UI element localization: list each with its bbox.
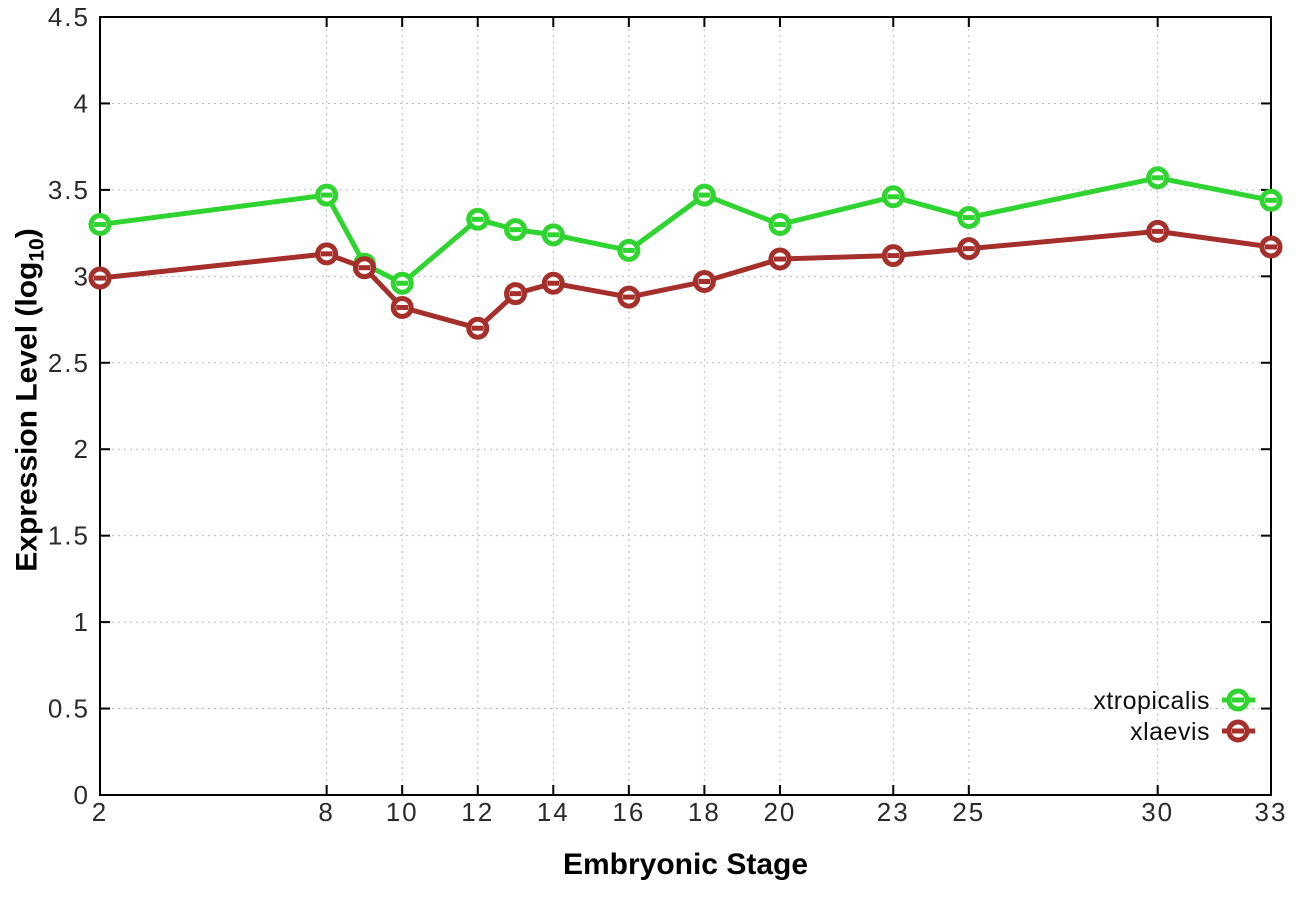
- x-tick-label-16: 16: [612, 797, 645, 827]
- x-tick-label-25: 25: [952, 797, 985, 827]
- y-axis-title-subscript: 10: [25, 238, 49, 262]
- data-point-xtropicalis-stage-18: [692, 183, 716, 207]
- data-point-xtropicalis-stage-30: [1146, 166, 1170, 190]
- data-point-xlaevis-stage-14: [541, 271, 565, 295]
- data-point-xlaevis-stage-2: [88, 266, 112, 290]
- x-tick-label-20: 20: [763, 797, 796, 827]
- y-tick-label-1.5: 1.5: [48, 521, 90, 551]
- y-tick-labels: 0 0.5 1 1.5 2 2.5 3 3.5 4 4.5: [48, 2, 90, 810]
- data-point-xlaevis-stage-25: [957, 237, 981, 261]
- x-tick-label-33: 33: [1255, 797, 1288, 827]
- data-point-xlaevis-stage-20: [768, 247, 792, 271]
- data-point-xtropicalis-stage-12: [466, 207, 490, 231]
- gridlines: [100, 17, 1271, 795]
- data-point-xtropicalis-stage-25: [957, 206, 981, 230]
- series-xlaevis: [88, 219, 1283, 340]
- data-point-xlaevis-stage-13: [504, 282, 528, 306]
- y-tick-label-2.5: 2.5: [48, 348, 90, 378]
- data-point-xlaevis-stage-8: [315, 242, 339, 266]
- legend: xtropicalis xlaevis: [1093, 687, 1255, 746]
- x-axis-title: Embryonic Stage: [562, 848, 809, 881]
- x-tick-label-8: 8: [318, 797, 334, 827]
- tick-marks: [99, 16, 1272, 796]
- data-point-xtropicalis-stage-16: [617, 238, 641, 262]
- data-point-xlaevis-stage-10: [390, 295, 414, 319]
- x-tick-label-2: 2: [92, 797, 108, 827]
- x-tick-label-30: 30: [1141, 797, 1174, 827]
- x-tick-label-18: 18: [688, 797, 721, 827]
- data-point-xtropicalis-stage-10: [390, 271, 414, 295]
- y-tick-label-0.5: 0.5: [48, 694, 90, 724]
- y-tick-label-3.5: 3.5: [48, 175, 90, 205]
- x-tick-label-14: 14: [537, 797, 570, 827]
- legend-sample-marker-xlaevis: [1226, 719, 1250, 743]
- series-line-xlaevis: [97, 228, 1274, 331]
- y-axis-title: Expression Level (log10): [11, 228, 50, 571]
- y-tick-label-2: 2: [74, 434, 90, 464]
- data-point-xlaevis-stage-9: [352, 256, 376, 280]
- data-point-xtropicalis-stage-8: [315, 183, 339, 207]
- legend-row-xlaevis: xlaevis: [1130, 718, 1255, 746]
- legend-label-xtropicalis: xtropicalis: [1093, 687, 1210, 715]
- plot-border: [99, 16, 1272, 796]
- data-point-xlaevis-stage-33: [1259, 235, 1283, 259]
- data-point-xlaevis-stage-18: [692, 270, 716, 294]
- y-axis-title-text: Expression Level (log: [10, 261, 44, 572]
- data-point-xtropicalis-stage-23: [881, 185, 905, 209]
- y-tick-label-4: 4: [74, 88, 90, 118]
- y-tick-label-1: 1: [74, 607, 90, 637]
- x-tick-label-23: 23: [877, 797, 910, 827]
- data-point-xlaevis-stage-30: [1146, 219, 1170, 243]
- y-tick-label-0: 0: [74, 780, 90, 810]
- x-tick-label-10: 10: [386, 797, 419, 827]
- series-line-xtropicalis: [97, 175, 1274, 286]
- legend-row-xtropicalis: xtropicalis: [1093, 687, 1255, 715]
- data-point-xlaevis-stage-16: [617, 285, 641, 309]
- y-tick-label-4.5: 4.5: [48, 2, 90, 32]
- x-tick-label-12: 12: [461, 797, 494, 827]
- data-point-xtropicalis-stage-13: [504, 218, 528, 242]
- y-axis-title-close: ): [10, 228, 44, 239]
- data-point-xtropicalis-stage-2: [88, 212, 112, 236]
- data-point-xtropicalis-stage-33: [1259, 188, 1283, 212]
- data-point-xlaevis-stage-12: [466, 316, 490, 340]
- y-tick-label-3: 3: [74, 261, 90, 291]
- data-point-xtropicalis-stage-20: [768, 212, 792, 236]
- legend-label-xlaevis: xlaevis: [1130, 718, 1210, 746]
- legend-sample-marker-xtropicalis: [1226, 688, 1250, 712]
- data-point-xlaevis-stage-23: [881, 244, 905, 268]
- x-tick-labels: 2 8 10 12 14 16 18 20 23 25 30 33: [92, 797, 1288, 827]
- series-xtropicalis: [88, 166, 1283, 295]
- data-point-xtropicalis-stage-14: [541, 223, 565, 247]
